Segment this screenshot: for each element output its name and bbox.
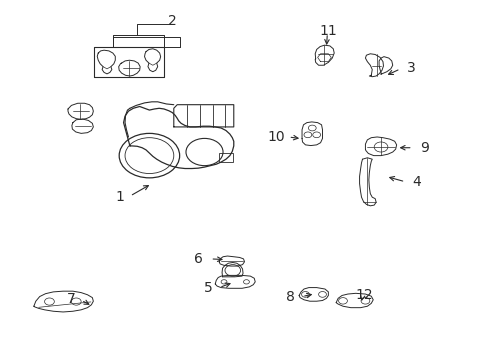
Text: 4: 4 (411, 175, 420, 189)
Text: 11: 11 (319, 24, 336, 38)
Text: 5: 5 (203, 282, 212, 296)
Bar (219, 153, 232, 162)
Text: 7: 7 (67, 292, 76, 306)
Text: 3: 3 (406, 61, 414, 75)
Text: 9: 9 (420, 141, 428, 155)
Text: 12: 12 (355, 288, 372, 302)
Text: 10: 10 (267, 130, 285, 144)
Text: 1: 1 (116, 190, 124, 204)
Text: 8: 8 (285, 290, 294, 304)
Text: 2: 2 (167, 14, 176, 28)
Text: 6: 6 (193, 252, 202, 266)
